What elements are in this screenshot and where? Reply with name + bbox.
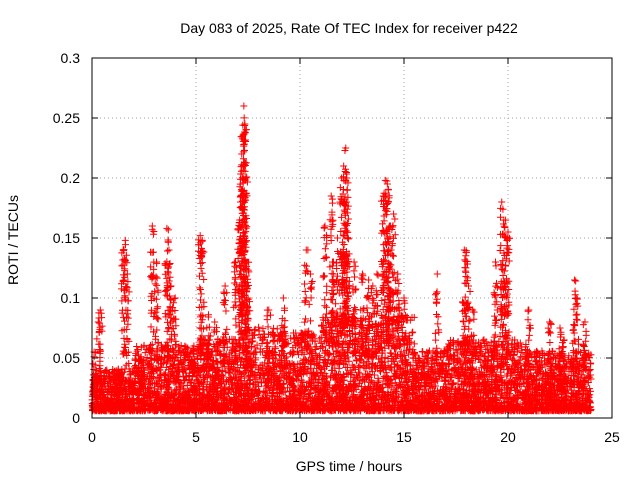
data-point xyxy=(107,389,115,397)
data-point xyxy=(126,376,134,384)
data-point xyxy=(110,399,118,407)
data-point xyxy=(147,347,155,355)
data-point xyxy=(150,355,158,363)
data-point xyxy=(104,387,112,395)
data-point xyxy=(113,372,121,380)
data-point xyxy=(122,389,130,397)
data-point xyxy=(186,378,194,386)
data-point xyxy=(92,366,100,374)
data-point xyxy=(134,345,142,353)
data-point xyxy=(133,347,141,355)
data-point xyxy=(181,376,189,384)
data-point xyxy=(110,388,118,396)
grid-lines xyxy=(92,58,612,418)
data-point xyxy=(162,377,170,385)
data-point xyxy=(126,397,134,405)
data-point xyxy=(133,342,141,350)
data-point xyxy=(93,400,101,408)
data-point xyxy=(119,380,127,388)
data-point xyxy=(99,402,107,410)
data-point xyxy=(124,383,132,391)
data-point xyxy=(109,376,117,384)
data-point xyxy=(119,403,127,411)
data-point xyxy=(93,393,101,401)
data-point xyxy=(141,349,149,357)
data-point xyxy=(102,394,110,402)
data-point xyxy=(105,371,113,379)
data-point xyxy=(107,406,115,414)
data-point xyxy=(130,390,138,398)
data-point xyxy=(114,397,122,405)
data-point xyxy=(104,380,112,388)
data-point xyxy=(122,396,130,404)
data-point xyxy=(127,401,135,409)
data-point xyxy=(147,375,155,383)
data-point xyxy=(161,369,169,377)
chart-title: Day 083 of 2025, Rate Of TEC Index for r… xyxy=(180,20,518,36)
data-point xyxy=(116,403,124,411)
data-point xyxy=(117,398,125,406)
data-point xyxy=(97,369,105,377)
data-point xyxy=(112,404,120,412)
data-point xyxy=(131,400,139,408)
data-point xyxy=(96,389,104,397)
data-point xyxy=(115,377,123,385)
data-point xyxy=(98,387,106,395)
data-point xyxy=(143,385,151,393)
data-point xyxy=(139,402,147,410)
data-point xyxy=(145,380,153,388)
data-point xyxy=(116,393,124,401)
data-point xyxy=(113,392,121,400)
data-point xyxy=(155,377,163,385)
data-point xyxy=(157,360,165,368)
data-point xyxy=(161,379,169,387)
data-points xyxy=(88,102,595,415)
data-point xyxy=(157,383,165,391)
data-point xyxy=(111,392,119,400)
data-point xyxy=(154,374,162,382)
data-point xyxy=(97,407,105,415)
data-point xyxy=(109,366,117,374)
data-point xyxy=(149,379,157,387)
data-point xyxy=(118,369,126,377)
data-point xyxy=(158,360,166,368)
data-point xyxy=(143,353,151,361)
data-point xyxy=(107,395,115,403)
data-point xyxy=(130,378,138,386)
data-point xyxy=(118,387,126,395)
